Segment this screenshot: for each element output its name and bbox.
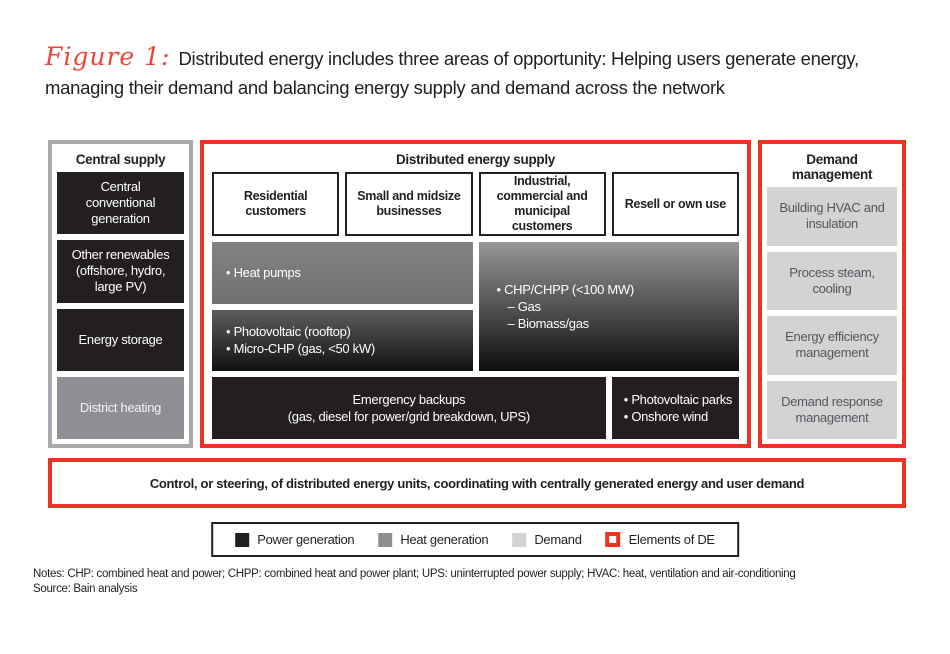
demand-swatch-icon [512,532,527,547]
column-header-small-midsize-businesses: Small and midsize businesses [345,172,473,236]
demand-management-header: Demand management [791,152,873,182]
elements-of-de-swatch-icon [605,532,621,547]
photovoltaic-rooftop-box: • Photovoltaic (rooftop) • Micro-CHP (ga… [212,309,473,371]
figure-number-label: Figure 1: [45,42,171,71]
chp-chpp-box: • CHP/CHPP (<100 MW) – Gas – Biomass/gas [478,242,739,371]
chp-line-2: – Gas [507,299,541,314]
control-steering-text: Control, or steering, of distributed ene… [149,475,805,491]
heat-pumps-line: • Heat pumps [226,265,301,281]
pv-parks-line-1: • Photovoltaic parks [623,392,733,407]
control-steering-bar: Control, or steering, of distributed ene… [48,458,906,508]
central-supply-header: Central supply [75,152,166,167]
column-header-industrial-commercial-municipal: Industrial, commercial and municipal cus… [478,172,606,236]
pv-parks-line-2: • Onshore wind [623,409,708,424]
legend-label-demand: Demand [534,532,582,547]
distributed-energy-supply-section: Distributed energy supply Residential cu… [200,140,751,448]
demand-management-stack: Building HVAC and insulation Process ste… [767,187,897,439]
chp-line-1: • CHP/CHPP (<100 MW) [496,282,635,297]
power-generation-swatch-icon [235,532,250,547]
photovoltaic-parks-box: • Photovoltaic parks • Onshore wind [611,377,739,439]
distributed-energy-supply-header: Distributed energy supply [395,152,556,167]
pv-rooftop-line-2: • Micro-CHP (gas, <50 kW) [226,341,375,357]
column-header-residential-customers: Residential customers [212,172,340,236]
legend-label-elements-of-de: Elements of DE [628,532,715,547]
title-text-line1: Distributed energy includes three areas … [178,48,859,69]
diagram: Central supply Central conventional gene… [48,140,906,448]
central-supply-stack: Central conventional generation Other re… [57,172,184,439]
legend: Power generation Heat generation Demand … [211,522,739,557]
emergency-line-1: Emergency backups [352,392,466,407]
pv-rooftop-line-1: • Photovoltaic (rooftop) [226,324,351,340]
chp-line-3: – Biomass/gas [507,316,590,331]
title-text-line2: managing their demand and balancing ener… [45,77,725,98]
emergency-line-2: (gas, diesel for power/grid breakdown, U… [287,409,530,424]
legend-label-heat-generation: Heat generation [400,532,489,547]
other-renewables-box: Other renewables (offshore, hydro, large… [57,240,184,303]
legend-item-heat-generation: Heat generation [378,532,489,547]
demand-response-management-box: Demand response management [767,380,897,439]
heat-generation-swatch-icon [378,532,393,547]
column-header-resell-or-own-use: Resell or own use [611,172,739,236]
emergency-backups-box: Emergency backups (gas, diesel for power… [212,377,606,439]
notes-block: Notes: CHP: combined heat and power; CHP… [33,567,796,597]
district-heating-box: District heating [57,376,184,439]
legend-item-demand: Demand [512,532,582,547]
figure-title: Figure 1: Distributed energy includes thr… [45,42,915,99]
energy-efficiency-management-box: Energy efficiency management [767,316,897,375]
building-hvac-insulation-box: Building HVAC and insulation [767,187,897,246]
notes-line: Notes: CHP: combined heat and power; CHP… [33,568,796,580]
legend-item-elements-of-de: Elements of DE [605,532,715,547]
process-steam-cooling-box: Process steam, cooling [767,251,897,310]
legend-label-power-generation: Power generation [257,532,355,547]
central-conventional-generation-box: Central conventional generation [57,172,184,235]
legend-item-power-generation: Power generation [235,532,355,547]
source-line: Source: Bain analysis [33,583,138,595]
heat-pumps-box: • Heat pumps [212,242,473,304]
title-line-1: Figure 1: Distributed energy includes thr… [45,42,915,71]
central-supply-section: Central supply Central conventional gene… [48,140,193,448]
demand-management-section: Demand management Building HVAC and insu… [758,140,906,448]
energy-storage-box: Energy storage [57,308,184,371]
distributed-energy-grid: Residential customers Small and midsize … [212,172,739,439]
